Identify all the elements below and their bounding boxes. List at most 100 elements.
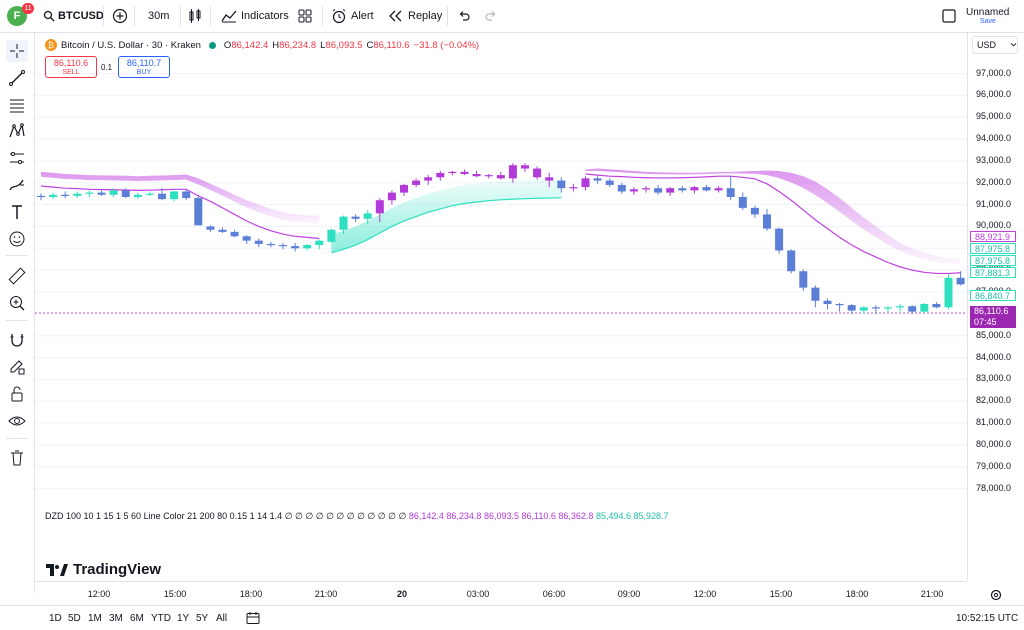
zoom-tool[interactable]: [6, 292, 28, 314]
candle: [908, 305, 917, 314]
range-button-1d[interactable]: 1D: [49, 613, 62, 624]
currency-button[interactable]: USD: [972, 36, 1018, 54]
goto-date-button[interactable]: [246, 611, 260, 630]
chart-type-button[interactable]: [188, 0, 202, 32]
pencil-lock-icon: [10, 360, 25, 375]
undo-icon: [459, 11, 470, 21]
text-icon: [12, 205, 22, 219]
price-tick: 85,000.0: [976, 329, 1012, 340]
candle: [956, 271, 965, 286]
range-button-5y[interactable]: 5Y: [196, 613, 209, 624]
buy-price: 86,110.7: [126, 58, 162, 68]
band-overlay: [40, 168, 961, 275]
undo-button[interactable]: [458, 0, 470, 32]
time-axis[interactable]: [35, 581, 967, 604]
symbol-title[interactable]: Bitcoin / U.S. Dollar · 30 · Kraken: [61, 39, 201, 51]
remove-drawings-tool[interactable]: [6, 447, 28, 469]
candle: [775, 227, 784, 254]
text-tool[interactable]: [6, 201, 28, 223]
candle: [363, 210, 372, 225]
indicator-empties: ∅ ∅ ∅ ∅ ∅ ∅ ∅ ∅ ∅ ∅ ∅ ∅: [284, 511, 407, 521]
candle: [484, 174, 493, 179]
symbol-label: BTCUSD: [58, 10, 104, 22]
horizontal-lines-icon: [10, 99, 24, 113]
time-label: 06:00: [542, 589, 566, 599]
replay-button[interactable]: Replay: [389, 0, 442, 32]
last-price-value: 86,110.6: [974, 306, 1009, 316]
layouts-button[interactable]: [298, 0, 312, 32]
layout-name[interactable]: Unnamed: [966, 7, 1010, 18]
range-button-ytd[interactable]: YTD: [151, 613, 171, 624]
hide-drawings-tool[interactable]: [6, 410, 28, 432]
price-tick: 95,000.0: [976, 111, 1012, 122]
price-chart[interactable]: [35, 33, 967, 581]
brush-tool[interactable]: [6, 174, 28, 196]
candle: [884, 306, 892, 313]
candle: [279, 242, 287, 250]
alert-button[interactable]: Alert: [331, 0, 374, 32]
chart-grid: [35, 73, 967, 490]
crosshair-tool[interactable]: [6, 40, 28, 62]
low-label: L: [320, 39, 326, 51]
indicators-button[interactable]: Indicators: [221, 0, 289, 32]
keep-drawing-tool[interactable]: [6, 356, 28, 378]
layout-checkbox[interactable]: [942, 0, 956, 32]
utc-clock[interactable]: 10:52:15 UTC: [956, 613, 1019, 624]
range-button-all[interactable]: All: [216, 613, 228, 624]
range-button-1m[interactable]: 1M: [88, 613, 102, 624]
pattern-tool[interactable]: [6, 120, 28, 142]
lock-drawings-tool[interactable]: [6, 383, 28, 405]
price-tick: 93,000.0: [976, 154, 1012, 165]
upper-band-fill: [585, 168, 961, 264]
open-label: O: [223, 39, 232, 51]
candle: [823, 298, 832, 310]
fib-tool[interactable]: [6, 94, 28, 116]
range-button-6m[interactable]: 6M: [130, 613, 144, 624]
candle: [291, 242, 300, 252]
forecast-tool[interactable]: [6, 147, 28, 169]
indicator-value-7: 85,928.7: [633, 511, 669, 521]
sell-button[interactable]: 86,110.6 SELL: [45, 56, 97, 78]
trend-line-tool[interactable]: [6, 67, 28, 89]
range-button-3m[interactable]: 3M: [109, 613, 123, 624]
indicator-value-1: 86,142.4: [408, 511, 444, 521]
candles-icon: [189, 9, 201, 23]
interval-button[interactable]: 30m: [148, 10, 170, 22]
drawing-toolbar: [0, 33, 35, 593]
trash-icon: [11, 450, 23, 466]
last-price-tag: 86,110.6 07:45: [970, 306, 1016, 328]
buy-button[interactable]: 86,110.7 BUY: [118, 56, 170, 78]
redo-button[interactable]: [485, 0, 497, 32]
candle: [521, 163, 529, 172]
candle: [581, 176, 590, 191]
logo-text: TradingView: [73, 561, 162, 578]
open-value: 86,142.4: [231, 39, 269, 51]
magnet-tool[interactable]: [6, 329, 28, 351]
candle: [472, 170, 481, 178]
compare-symbol-button[interactable]: [112, 0, 128, 32]
candle: [654, 184, 663, 195]
close-value: 86,110.6: [373, 39, 410, 51]
crosshair-icon: [10, 44, 24, 58]
chart-settings-button[interactable]: [990, 588, 1002, 606]
emoji-tool[interactable]: [6, 228, 28, 250]
candle: [145, 191, 154, 196]
rewind-icon: [389, 10, 402, 22]
trend-line-icon: [9, 70, 25, 86]
range-button-1y[interactable]: 1Y: [177, 613, 190, 624]
redo-icon: [485, 11, 496, 21]
time-label: 03:00: [466, 589, 490, 599]
indicator-value-2: 86,234.8: [446, 511, 482, 521]
save-status: Save: [980, 18, 996, 25]
measure-tool[interactable]: [6, 265, 28, 287]
candle: [799, 269, 808, 291]
symbol-search-button[interactable]: BTCUSD: [43, 0, 104, 32]
candle: [315, 239, 324, 250]
lower-band-fill: [331, 179, 562, 253]
indicator-legend[interactable]: DZD 100 10 1 15 1 5 60 Line Color 21 200…: [45, 511, 669, 522]
candle: [37, 193, 45, 201]
range-button-5d[interactable]: 5D: [68, 613, 81, 624]
price-tick: 80,000.0: [976, 438, 1012, 449]
upper-band-tag: 88,921.9: [970, 231, 1016, 242]
candle: [460, 169, 469, 176]
